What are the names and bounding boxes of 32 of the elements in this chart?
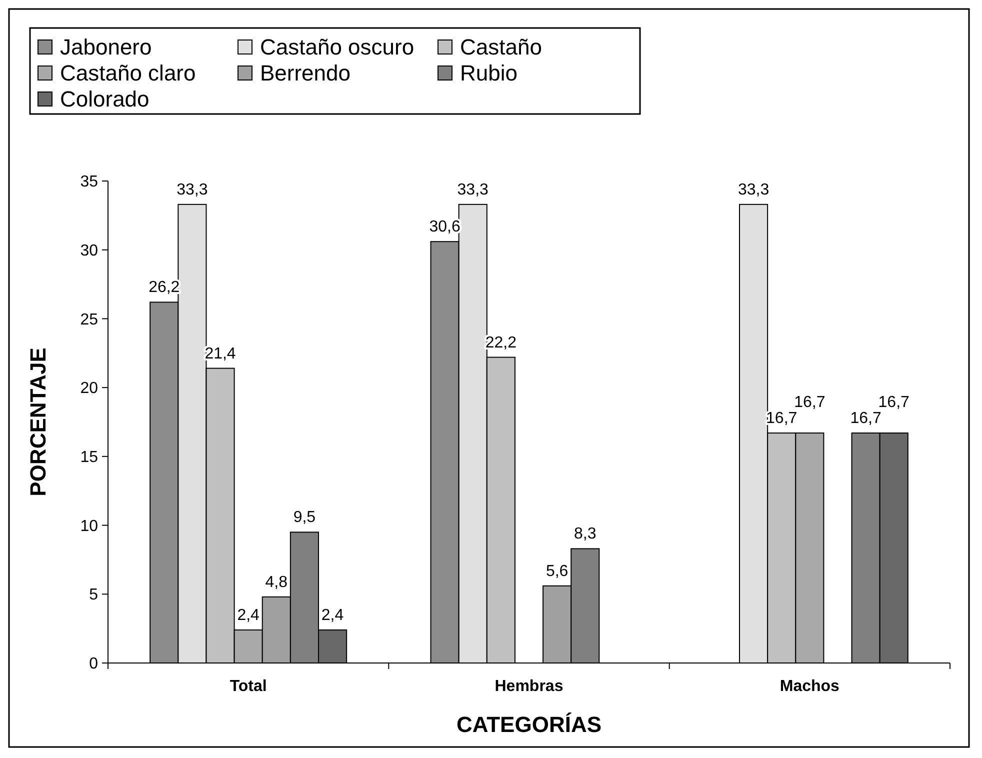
data-label: 9,5 <box>293 509 316 526</box>
legend-label: Berrendo <box>260 60 351 86</box>
data-label: 8,3 <box>574 526 596 543</box>
y-tick-label: 10 <box>80 518 98 535</box>
legend-label: Castaño oscuro <box>260 34 414 60</box>
data-label: 4,8 <box>265 574 288 591</box>
data-label: 33,3 <box>457 181 489 198</box>
legend-label: Colorado <box>60 86 150 112</box>
x-axis-title: CATEGORÍAS <box>456 712 602 737</box>
y-tick-label: 20 <box>80 380 98 398</box>
y-tick-label: 15 <box>80 449 98 466</box>
legend-label: Jabonero <box>60 34 152 60</box>
data-label: 16,7 <box>850 410 882 428</box>
data-label: 16,7 <box>878 394 910 412</box>
data-label: 2,4 <box>237 606 260 624</box>
legend-label: Castaño <box>460 34 542 60</box>
y-tick-label: 0 <box>89 656 98 673</box>
y-tick-label: 30 <box>80 242 98 260</box>
data-label: 2,4 <box>321 606 344 624</box>
legend-label: Rubio <box>460 60 518 86</box>
data-label: 5,6 <box>546 562 568 580</box>
y-tick-label: 5 <box>89 586 98 604</box>
data-label: 33,3 <box>176 181 208 198</box>
y-axis-title: PORCENTAJE <box>26 348 51 496</box>
data-label: 16,7 <box>794 394 826 412</box>
x-tick-label: Total <box>230 678 267 695</box>
legend-label: Castaño claro <box>60 60 196 86</box>
y-tick-label: 35 <box>80 174 98 191</box>
x-tick-label: Hembras <box>494 678 564 695</box>
x-tick-label: Machos <box>780 678 840 695</box>
data-label: 33,3 <box>738 181 770 198</box>
y-tick-label: 25 <box>80 311 98 328</box>
